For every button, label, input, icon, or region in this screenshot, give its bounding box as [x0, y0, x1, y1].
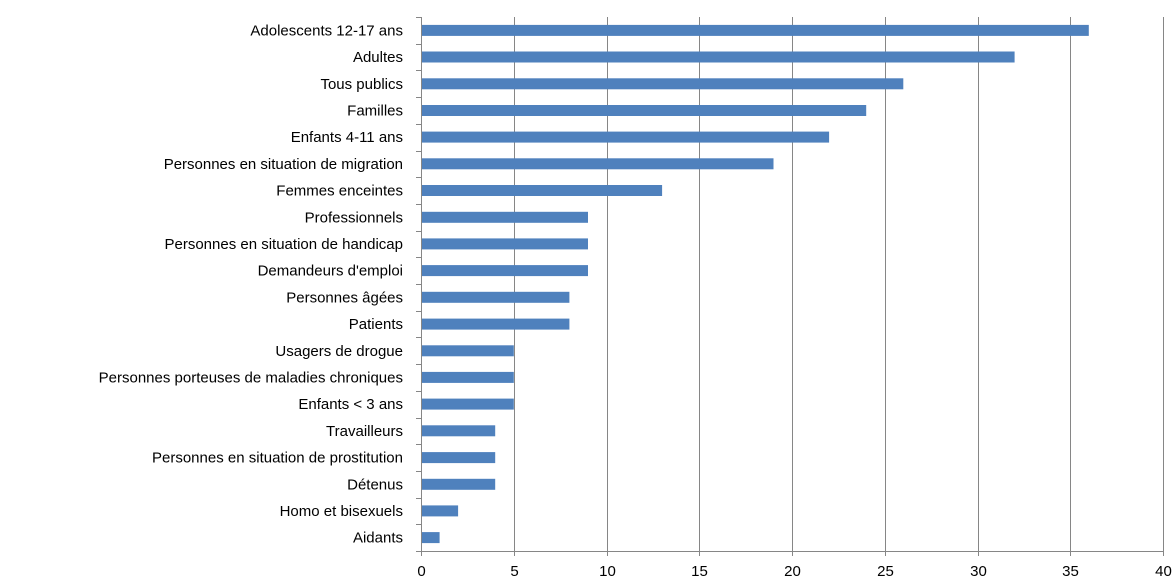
gridlines: [515, 17, 1164, 551]
category-label: Professionnels: [305, 209, 403, 226]
category-label: Personnes porteuses de maladies chroniqu…: [99, 369, 403, 386]
category-label: Adultes: [353, 49, 403, 66]
category-label: Enfants < 3 ans: [298, 396, 403, 413]
category-label: Détenus: [347, 476, 403, 493]
bars: [422, 25, 1089, 543]
category-label: Demandeurs d'emploi: [258, 263, 403, 280]
x-tick-label: 10: [599, 563, 616, 580]
x-tick-label: 0: [417, 563, 425, 580]
category-labels: Adolescents 12-17 ans Adultes Tous publics…: [99, 22, 403, 546]
category-label: Aidants: [353, 530, 403, 547]
bar: [422, 505, 458, 516]
category-label: Patients: [349, 316, 403, 333]
category-label: Personnes en situation de prostitution: [152, 450, 403, 467]
x-tick-label: 20: [784, 563, 801, 580]
category-label: Enfants 4-11 ans: [291, 129, 403, 146]
category-label: Travailleurs: [326, 423, 403, 440]
category-label: Adolescents 12-17 ans: [250, 22, 403, 39]
x-tick-label: 15: [691, 563, 708, 580]
category-label: Personnes en situation de handicap: [164, 236, 403, 253]
x-tick-label: 30: [970, 563, 987, 580]
bar: [422, 399, 514, 410]
x-tick-label: 40: [1155, 563, 1172, 580]
bar: [422, 158, 774, 169]
bar: [422, 132, 829, 143]
category-label: Femmes enceintes: [276, 183, 403, 200]
x-tick-label: 35: [1062, 563, 1079, 580]
bar: [422, 479, 495, 490]
bar: [422, 319, 569, 330]
axes: [416, 17, 1164, 556]
bar: [422, 212, 588, 223]
category-label: Personnes en situation de migration: [164, 156, 403, 173]
bar: [422, 425, 495, 436]
category-label: Homo et bisexuels: [280, 503, 403, 520]
bar: [422, 78, 903, 89]
x-tick-label: 5: [510, 563, 518, 580]
bar: [422, 345, 514, 356]
category-label: Tous publics: [320, 76, 403, 93]
bar: [422, 238, 588, 249]
bar: [422, 105, 866, 116]
x-tick-labels: 0 5 10 15 20 25 30 35 40: [417, 563, 1172, 580]
bar: [422, 265, 588, 276]
bar: [422, 25, 1089, 36]
bar: [422, 372, 514, 383]
category-label: Personnes âgées: [286, 289, 403, 306]
bar: [422, 52, 1015, 63]
x-tick-label: 25: [877, 563, 894, 580]
category-label: Familles: [347, 103, 403, 120]
bar: [422, 185, 662, 196]
category-label: Usagers de drogue: [275, 343, 403, 360]
bar: [422, 532, 440, 543]
bar: [422, 452, 495, 463]
bar: [422, 292, 569, 303]
